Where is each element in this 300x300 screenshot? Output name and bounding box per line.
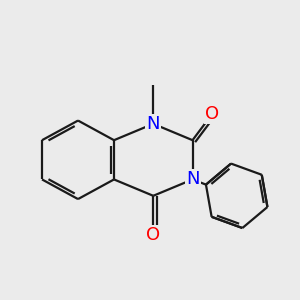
Text: O: O [146,226,160,244]
Text: N: N [186,170,199,188]
Text: N: N [146,115,160,133]
Text: O: O [205,105,219,123]
